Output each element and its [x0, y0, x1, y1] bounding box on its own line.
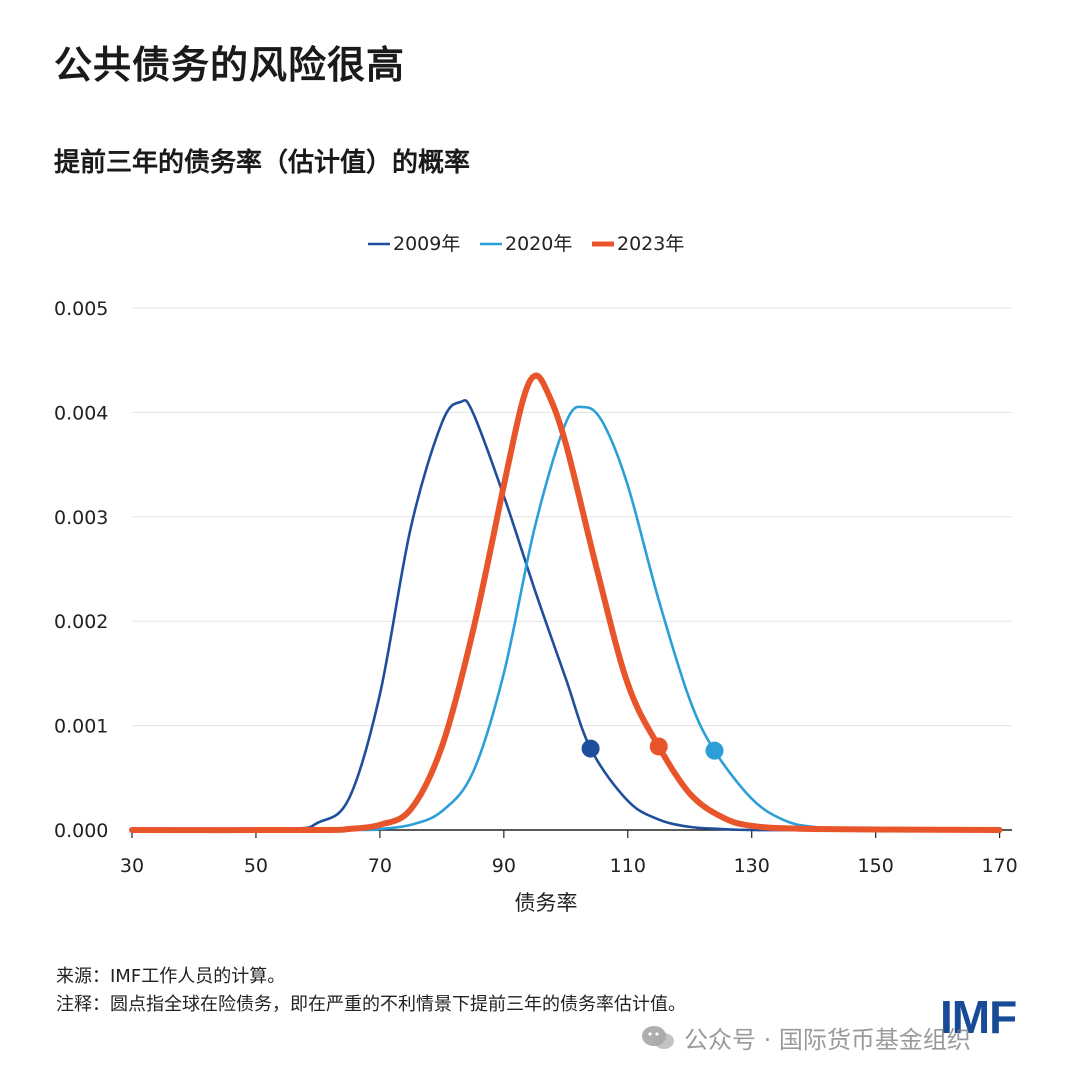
- x-tick-label: 70: [368, 855, 392, 877]
- watermark-text: 公众号 · 国际货币基金组织: [684, 1026, 971, 1054]
- x-tick-label: 150: [858, 855, 894, 877]
- y-tick-label: 0.000: [54, 820, 108, 842]
- chart: 0.000 0.001 0.002 0.003 0.004 0.005 30 50 70 90 11…: [54, 233, 1018, 915]
- debt-at-risk-marker-2009年: [581, 739, 600, 758]
- y-tick-label: 0.003: [54, 507, 108, 529]
- chart-subtitle: 提前三年的债务率（估计值）的概率: [54, 148, 471, 178]
- y-tick-label: 0.005: [54, 298, 108, 320]
- series-line-2020年: [130, 405, 1001, 832]
- legend-label: 2009年: [393, 233, 460, 255]
- chart-title: 公共债务的风险很高: [54, 43, 406, 87]
- y-tick-label: 0.004: [54, 402, 108, 424]
- x-tick-label: 90: [492, 855, 516, 877]
- series-line-2009年: [130, 399, 1001, 832]
- explanatory-note: 注释：圆点指全球在险债务，即在严重的不利情景下提前三年的债务率估计值。: [56, 994, 686, 1015]
- wechat-icon: [642, 1025, 674, 1049]
- x-tick-label: 30: [120, 855, 144, 877]
- x-tick-label: 50: [244, 855, 268, 877]
- legend-label: 2023年: [617, 233, 684, 255]
- imf-logo: IMF: [940, 991, 1017, 1043]
- debt-at-risk-marker-2020年: [705, 741, 724, 760]
- x-tick-label: 110: [610, 855, 646, 877]
- watermark: 公众号 · 国际货币基金组织: [640, 1020, 971, 1055]
- y-tick-label: 0.001: [54, 716, 108, 738]
- x-axis-label: 债务率: [515, 891, 578, 915]
- source-note: 来源：IMF工作人员的计算。: [56, 966, 286, 987]
- x-tick-label: 130: [734, 855, 770, 877]
- x-tick-label: 170: [981, 855, 1017, 877]
- debt-at-risk-marker-2023年: [649, 737, 668, 756]
- legend-label: 2020年: [505, 233, 572, 255]
- y-tick-label: 0.002: [54, 611, 108, 633]
- series-line-2023年: [129, 372, 1003, 834]
